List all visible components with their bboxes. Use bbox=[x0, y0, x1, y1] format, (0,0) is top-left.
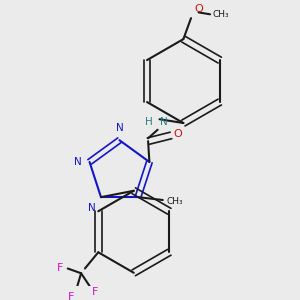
Text: N: N bbox=[88, 203, 95, 213]
Text: CH₃: CH₃ bbox=[213, 10, 230, 19]
Text: H: H bbox=[145, 117, 153, 127]
Text: F: F bbox=[57, 263, 63, 274]
Text: N: N bbox=[74, 157, 82, 167]
Text: O: O bbox=[194, 4, 203, 14]
Text: N: N bbox=[160, 117, 167, 127]
Text: F: F bbox=[92, 287, 99, 297]
Text: F: F bbox=[68, 292, 75, 300]
Text: O: O bbox=[174, 128, 183, 139]
Text: N: N bbox=[116, 123, 123, 133]
Text: CH₃: CH₃ bbox=[167, 197, 183, 206]
